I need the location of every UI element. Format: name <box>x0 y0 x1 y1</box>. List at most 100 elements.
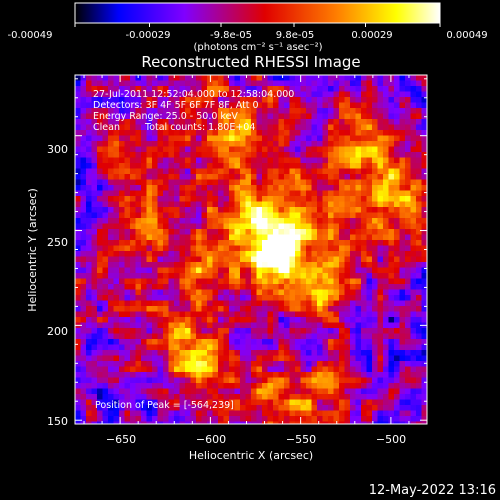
heatmap-cell <box>163 190 169 197</box>
heatmap-cell <box>119 394 125 400</box>
heatmap-cell <box>405 361 411 367</box>
heatmap-cell <box>256 399 263 406</box>
heatmap-cell <box>383 152 389 158</box>
heatmap-cell <box>355 256 362 263</box>
heatmap-cell <box>366 350 373 356</box>
heatmap-cell <box>185 333 191 340</box>
heatmap-cell <box>113 75 120 81</box>
heatmap-cell <box>245 339 252 345</box>
heatmap-cell <box>168 405 175 411</box>
heatmap-cell <box>185 168 191 175</box>
heatmap-cell <box>251 179 257 186</box>
heatmap-cell <box>190 416 197 422</box>
heatmap-cell <box>174 377 180 384</box>
heatmap-cell <box>196 372 202 378</box>
heatmap-cell <box>245 135 252 142</box>
heatmap-cell <box>377 372 384 378</box>
heatmap-cell <box>377 289 384 296</box>
heatmap-cell <box>80 322 87 329</box>
heatmap-cell <box>366 179 373 186</box>
heatmap-cell <box>366 377 373 384</box>
heatmap-cell <box>361 311 367 318</box>
heatmap-cell <box>119 355 125 362</box>
heatmap-cell <box>317 97 323 103</box>
heatmap-cell <box>80 174 87 180</box>
heatmap-cell <box>322 328 329 334</box>
heatmap-cell <box>124 196 131 202</box>
heatmap-cell <box>383 163 389 169</box>
heatmap-cell <box>218 113 224 120</box>
heatmap-cell <box>295 372 301 378</box>
heatmap-cell <box>97 102 103 109</box>
heatmap-cell <box>256 75 263 81</box>
heatmap-cell <box>212 168 219 175</box>
heatmap-cell <box>256 366 263 373</box>
heatmap-cell <box>223 86 230 92</box>
heatmap-cell <box>223 75 230 81</box>
heatmap-cell <box>113 212 120 219</box>
heatmap-cell <box>174 146 180 153</box>
y-tick-label: 150 <box>47 415 68 428</box>
heatmap-cell <box>394 333 400 340</box>
heatmap-cell <box>218 229 224 235</box>
heatmap-cell <box>262 240 268 246</box>
heatmap-cell <box>410 273 417 279</box>
heatmap-cell <box>91 141 98 147</box>
heatmap-cell <box>251 86 257 92</box>
heatmap-cell <box>399 146 406 153</box>
heatmap-cell <box>196 317 202 323</box>
heatmap-cell <box>383 278 389 285</box>
heatmap-cell <box>113 91 120 98</box>
heatmap-cell <box>152 372 158 378</box>
heatmap-cell <box>262 185 268 191</box>
heatmap-cell <box>256 394 263 400</box>
heatmap-cell <box>311 218 318 224</box>
heatmap-cell <box>372 421 378 424</box>
heatmap-cell <box>344 146 351 153</box>
heatmap-cell <box>157 399 164 406</box>
heatmap-cell <box>251 141 257 147</box>
heatmap-cell <box>75 278 81 285</box>
heatmap-cell <box>355 157 362 164</box>
heatmap-cell <box>405 190 411 197</box>
heatmap-cell <box>168 399 175 406</box>
heatmap-cell <box>328 416 334 422</box>
heatmap-cell <box>102 234 109 241</box>
heatmap-cell <box>240 207 246 213</box>
heatmap-cell <box>273 366 279 373</box>
heatmap-cell <box>421 86 427 92</box>
heatmap-cell <box>218 108 224 114</box>
heatmap-cell <box>212 108 219 114</box>
heatmap-cell <box>179 108 186 114</box>
heatmap-cell <box>174 190 180 197</box>
heatmap-cell <box>328 278 334 285</box>
heatmap-cell <box>212 410 219 417</box>
heatmap-cell <box>355 229 362 235</box>
heatmap-cell <box>295 207 301 213</box>
heatmap-cell <box>350 179 356 186</box>
heatmap-cell <box>146 278 153 285</box>
heatmap-cell <box>229 262 235 268</box>
heatmap-cell <box>306 311 312 318</box>
heatmap-cell <box>102 278 109 285</box>
heatmap-cell <box>284 152 290 158</box>
heatmap-cell <box>399 388 406 395</box>
heatmap-cell <box>383 421 389 424</box>
heatmap-cell <box>157 251 164 257</box>
heatmap-cell <box>350 163 356 169</box>
heatmap-cell <box>333 97 340 103</box>
heatmap-cell <box>300 311 307 318</box>
heatmap-cell <box>333 361 340 367</box>
heatmap-cell <box>80 262 87 268</box>
heatmap-cell <box>273 163 279 169</box>
colorbar: -0.00049 -0.00029 -9.8e-05 9.8e-05 0.000… <box>8 2 488 53</box>
heatmap-cell <box>152 295 158 301</box>
heatmap-cell <box>75 399 81 406</box>
heatmap-cell <box>295 405 301 411</box>
heatmap-cell <box>119 416 125 422</box>
heatmap-cell <box>80 372 87 378</box>
heatmap-cell <box>201 333 208 340</box>
heatmap-cell <box>295 383 301 389</box>
heatmap-cell <box>97 416 103 422</box>
heatmap-cell <box>119 174 125 180</box>
